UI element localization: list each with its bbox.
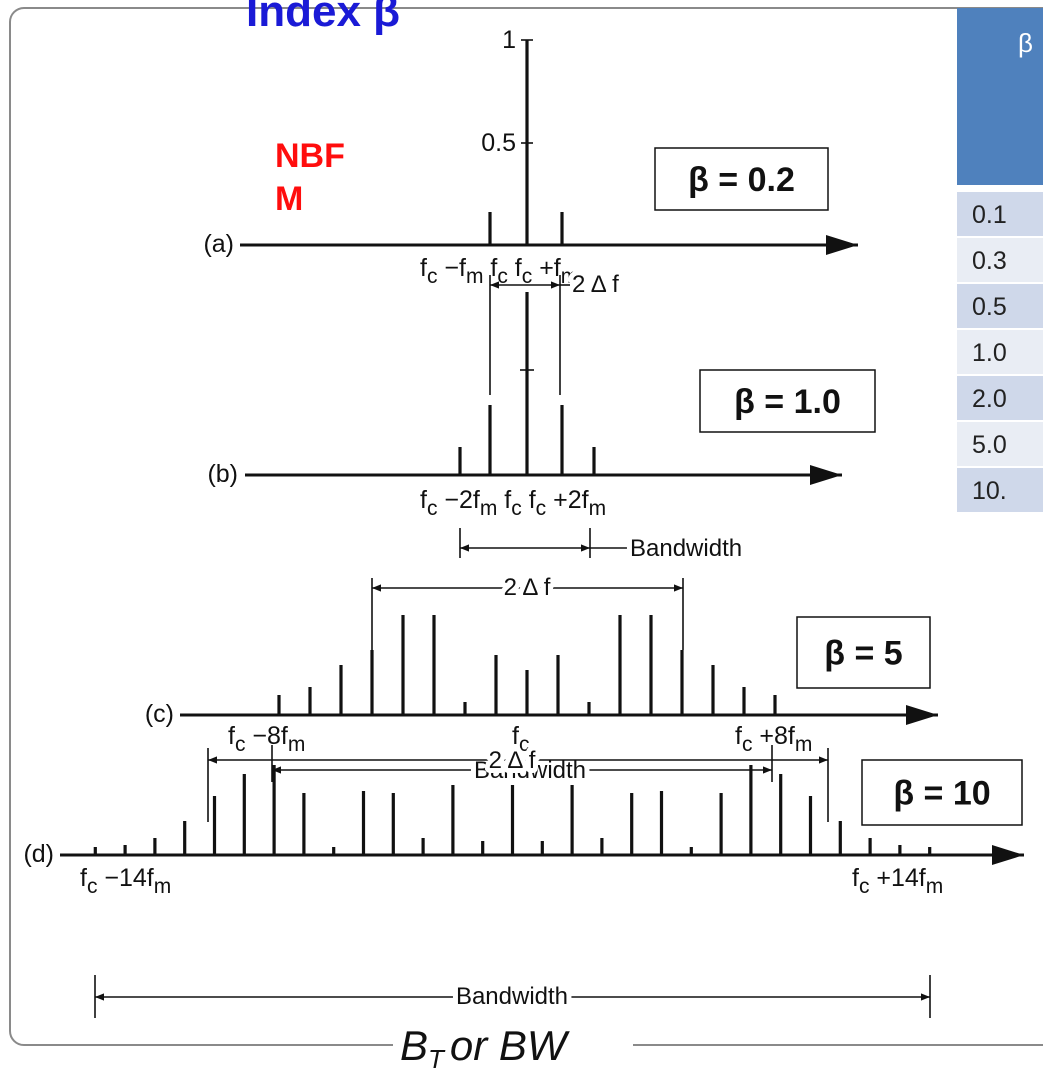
freq-part: f: [735, 722, 742, 750]
freq-part: f: [512, 722, 519, 750]
freq-sub: m: [466, 265, 484, 288]
freq-part: +14f: [869, 864, 925, 892]
freq-part: −8f: [245, 722, 287, 750]
table-cell: 10.: [972, 477, 1007, 505]
freq-sub: c: [235, 733, 246, 756]
freq-sub: c: [511, 497, 522, 520]
spectral-lines: [277, 615, 777, 715]
freq-label: fc +8fm: [735, 722, 812, 756]
freq-part: −2f: [437, 486, 479, 514]
beta-box: [861, 759, 1023, 826]
table-row: [957, 284, 1043, 328]
freq-sub: c: [427, 497, 438, 520]
beta-box: [796, 616, 931, 689]
caption: BT or BW: [400, 1022, 570, 1073]
freq-sub: c: [536, 497, 547, 520]
two-delta-f-label: 2 Δ f: [504, 574, 551, 601]
table-cell: 2.0: [972, 385, 1007, 413]
nbfm-label: NBF: [275, 137, 345, 175]
panel-label: (a): [203, 230, 234, 258]
freq-part: +f: [532, 254, 561, 282]
freq-sub: c: [519, 733, 530, 756]
table-row: [957, 422, 1043, 466]
freq-sub: c: [427, 265, 438, 288]
table-header-cell: [957, 8, 1043, 185]
freq-sub: m: [480, 497, 498, 520]
table-cell: 0.5: [972, 293, 1007, 321]
bandwidth-label: Bandwidth: [456, 983, 568, 1010]
two-delta-f-label: 2 Δ f: [489, 747, 536, 774]
table-cell: 5.0: [972, 431, 1007, 459]
freq-sub: c: [522, 265, 533, 288]
panel-label: (c): [145, 700, 174, 728]
spectral-lines: [93, 765, 932, 855]
freq-part: f: [497, 486, 511, 514]
freq-part: f: [852, 864, 859, 892]
table-cell: 0.1: [972, 201, 1007, 229]
beta-label: β = 5: [824, 635, 902, 673]
freq-sub: c: [87, 875, 98, 898]
freq-part: f: [420, 486, 427, 514]
table-row: [957, 192, 1043, 236]
freq-part: f: [420, 254, 427, 282]
freq-part: f: [522, 486, 536, 514]
freq-label: fc +14fm: [852, 864, 943, 898]
beta-table: β 0.1 0.3 0.5 1.0 2.0 5.0 10.: [957, 8, 1043, 512]
table-row: [957, 376, 1043, 420]
panel-label: (b): [207, 460, 238, 488]
freq-label: fc: [512, 722, 529, 756]
two-delta-f-label: 2 Δ f: [572, 271, 619, 298]
freq-sub: c: [859, 875, 870, 898]
freq-part: f: [508, 254, 522, 282]
freq-sub: c: [742, 733, 753, 756]
beta-box: [654, 147, 829, 211]
freq-sub: m: [926, 875, 944, 898]
freq-part: −14f: [97, 864, 153, 892]
beta-label: β = 1.0: [734, 383, 841, 421]
freq-part: f: [228, 722, 235, 750]
freq-sub: m: [795, 733, 813, 756]
freq-sub: c: [497, 265, 508, 288]
bandwidth-label: Bandwidth: [630, 535, 742, 562]
table-header: β: [1018, 28, 1033, 58]
spectra: (a)fc −fm fc fc +fmβ = 0.22 Δ f(b)fc −2f…: [23, 26, 1024, 1018]
spectral-lines: [458, 292, 596, 475]
freq-part: f: [483, 254, 497, 282]
beta-label: β = 0.2: [688, 161, 795, 199]
beta-box: [699, 369, 876, 433]
caption-sub: T: [428, 1044, 446, 1073]
title: Index β: [246, 0, 400, 36]
nbfm-label: M: [275, 180, 303, 218]
freq-label: fc −2fm fc fc +2fm: [420, 486, 606, 520]
amplitude-tick-label: 0.5: [481, 129, 516, 157]
freq-sub: m: [154, 875, 172, 898]
amplitude-tick-label: 1: [502, 26, 516, 54]
table-cell: 0.3: [972, 247, 1007, 275]
freq-sub: m: [561, 265, 579, 288]
caption-part: or BW: [450, 1022, 570, 1069]
table-row: [957, 468, 1043, 512]
freq-part: +2f: [546, 486, 588, 514]
freq-label: fc −8fm: [228, 722, 305, 756]
table-cell: 1.0: [972, 339, 1007, 367]
freq-label: fc −14fm: [80, 864, 171, 898]
caption-part: B: [400, 1022, 428, 1069]
freq-part: −f: [437, 254, 466, 282]
table-row: [957, 330, 1043, 374]
freq-sub: m: [589, 497, 607, 520]
freq-sub: m: [288, 733, 306, 756]
freq-part: +8f: [752, 722, 794, 750]
beta-label: β = 10: [893, 775, 990, 813]
caption-bg: [393, 1020, 633, 1070]
panel-label: (d): [23, 840, 54, 868]
freq-part: f: [80, 864, 87, 892]
table-row: [957, 238, 1043, 282]
freq-label: fc −fm fc fc +fm: [420, 254, 578, 288]
